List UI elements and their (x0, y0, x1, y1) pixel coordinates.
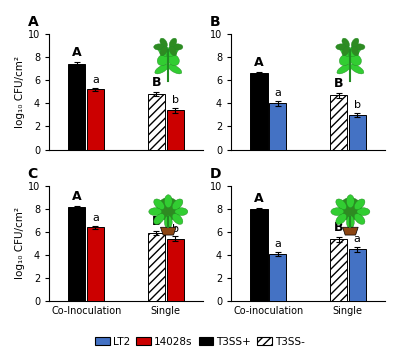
Text: D: D (210, 167, 221, 181)
Bar (269, 254, 286, 301)
Text: A: A (28, 15, 38, 29)
Legend: LT2, 14028s, T3SS+, T3SS-: LT2, 14028s, T3SS+, T3SS- (91, 333, 309, 351)
Bar (148, 94, 165, 150)
Text: b: b (172, 95, 178, 105)
Bar (166, 110, 184, 150)
Text: b: b (172, 224, 178, 234)
Text: a: a (92, 213, 99, 222)
Text: A: A (254, 56, 264, 69)
Bar (250, 209, 268, 301)
Text: a: a (274, 239, 281, 248)
Text: a: a (354, 234, 360, 244)
Bar (68, 64, 86, 150)
Bar (349, 115, 366, 150)
Text: A: A (72, 190, 82, 203)
Text: B: B (210, 15, 220, 29)
Bar (148, 233, 165, 301)
Bar (68, 207, 86, 301)
Text: b: b (354, 100, 361, 110)
Y-axis label: log₁₀ CFU/cm²: log₁₀ CFU/cm² (15, 56, 25, 128)
Text: C: C (28, 167, 38, 181)
Text: a: a (92, 75, 99, 85)
Bar (87, 89, 104, 150)
Bar (330, 239, 347, 301)
Text: B: B (334, 221, 343, 234)
Bar (87, 227, 104, 301)
Text: A: A (72, 46, 82, 59)
Bar (250, 73, 268, 150)
Bar (330, 95, 347, 150)
Bar (166, 239, 184, 301)
Text: B: B (152, 76, 161, 89)
Y-axis label: log₁₀ CFU/cm²: log₁₀ CFU/cm² (15, 208, 25, 279)
Text: B: B (152, 215, 161, 229)
Bar (349, 249, 366, 301)
Text: a: a (274, 88, 281, 98)
Bar (269, 103, 286, 150)
Text: A: A (254, 192, 264, 205)
Text: B: B (334, 77, 343, 90)
